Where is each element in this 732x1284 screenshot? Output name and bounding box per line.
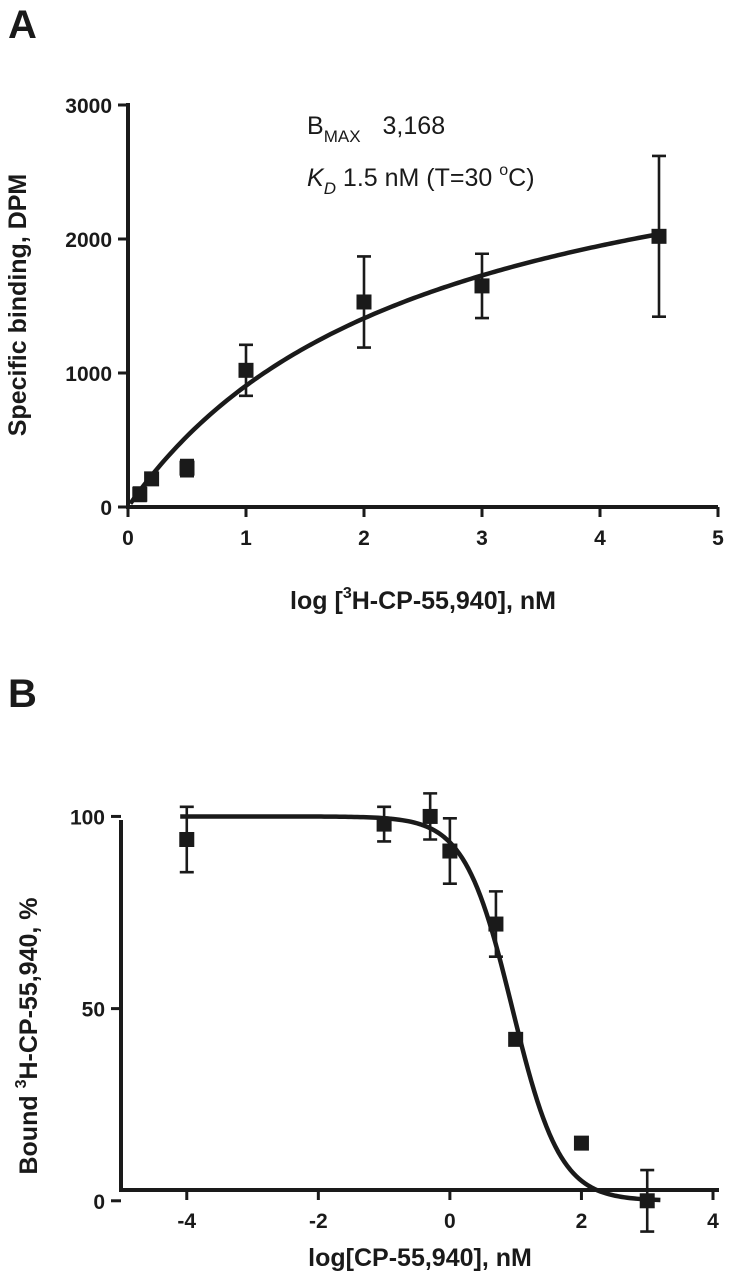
kd-unit: C)	[508, 164, 534, 192]
panel-a-data-point	[474, 278, 490, 294]
panel-a-x-tick-label: 5	[712, 527, 724, 550]
panel-a-data-point	[238, 362, 254, 378]
panel-b-fit	[180, 814, 661, 1203]
panel-b-x-tick-label: 0	[444, 1210, 456, 1233]
panel-b-points	[179, 792, 655, 1233]
panel-a-y-tick-label: 1000	[65, 363, 112, 386]
panel-a-label: A	[8, 3, 37, 47]
panel-b-y-title-pre: Bound	[15, 1088, 43, 1174]
panel-a-axes	[126, 103, 718, 509]
panel-a-x-title-sup: 3	[343, 585, 352, 602]
panel-b-data-point	[573, 1135, 589, 1151]
bmax-symbol: B	[307, 112, 324, 140]
panel-a-data-point	[144, 471, 160, 487]
panel-a-x-tick-label: 2	[358, 527, 370, 550]
panel-a-x-tick-label: 4	[594, 527, 606, 550]
panel-a-data-point	[651, 228, 667, 244]
panel-a-x-title-pre: log [	[290, 587, 343, 615]
panel-b-fit-curve	[180, 814, 661, 1203]
panel-b-axes	[119, 820, 719, 1192]
kd-degree-sup: o	[499, 162, 508, 179]
panel-a-x-tick-label: 1	[240, 527, 252, 550]
panel-a-x-axis-title: log [3H-CP-55,940], nM	[290, 585, 556, 615]
panel-b-data-point	[422, 808, 438, 824]
panel-b: B -4 -2 0 2 4 0 50 100 Bound 3H-CP-55,940, % lo…	[8, 672, 719, 1272]
panel-b-x-tick-label: 2	[576, 1210, 588, 1233]
panel-a-fit	[128, 230, 666, 505]
panel-a: A 0 1 2 3 4 5 0 1000 2000 3000 Specific binding, …	[4, 3, 724, 615]
bmax-value: 3,168	[383, 112, 446, 140]
panel-a-x-title-post: H-CP-55,940], nM	[352, 587, 556, 615]
panel-b-data-point	[508, 1031, 524, 1047]
panel-b-data-point	[442, 843, 458, 859]
panel-b-data-point	[376, 816, 392, 832]
bmax-subscript: MAX	[324, 127, 361, 146]
panel-a-bmax-annotation: BMAX 3,168	[307, 112, 445, 146]
panel-a-x-tick-label: 3	[476, 527, 488, 550]
panel-b-x-tick-label: 4	[707, 1210, 719, 1233]
panel-a-y-tick-label: 0	[100, 497, 112, 520]
panel-a-kd-annotation: KD 1.5 nM (T=30 oC)	[307, 162, 535, 198]
panel-b-x-tick-label: -2	[309, 1210, 328, 1233]
panel-a-y-tick-label: 3000	[65, 95, 112, 118]
panel-b-data-point	[639, 1193, 655, 1209]
kd-symbol: K	[307, 164, 325, 192]
kd-value: 1.5 nM (T=30	[336, 164, 499, 192]
panel-b-x-axis-title: log[CP-55,940], nM	[308, 1244, 532, 1272]
panel-a-data-point	[356, 294, 372, 310]
panel-a-points	[132, 154, 667, 503]
kd-subscript: D	[324, 179, 336, 198]
panel-b-y-tick-label: 100	[70, 806, 105, 829]
panel-b-data-point	[179, 831, 195, 847]
panel-a-y-tick-label: 2000	[65, 229, 112, 252]
panel-b-x-tick-label: -4	[177, 1210, 196, 1233]
panel-b-ticks: -4 -2 0 2 4 0 50 100	[70, 806, 719, 1233]
panel-a-y-axis-title: Specific binding, DPM	[4, 174, 32, 437]
panel-b-y-title-post: H-CP-55,940, %	[15, 897, 43, 1079]
panel-b-y-title-sup: 3	[13, 1079, 30, 1088]
panel-a-data-point	[132, 486, 148, 502]
panel-b-y-tick-label: 0	[93, 1191, 105, 1214]
panel-a-fit-curve	[128, 230, 666, 505]
panel-b-data-point	[488, 916, 504, 932]
panel-a-x-tick-label: 0	[122, 527, 134, 550]
panel-b-label: B	[8, 672, 37, 716]
panel-a-ticks: 0 1 2 3 4 5 0 1000 2000 3000	[65, 95, 724, 550]
panel-b-y-axis-title: Bound 3H-CP-55,940, %	[13, 897, 43, 1174]
panel-b-y-tick-label: 50	[82, 999, 105, 1022]
panel-a-data-point	[179, 460, 195, 476]
